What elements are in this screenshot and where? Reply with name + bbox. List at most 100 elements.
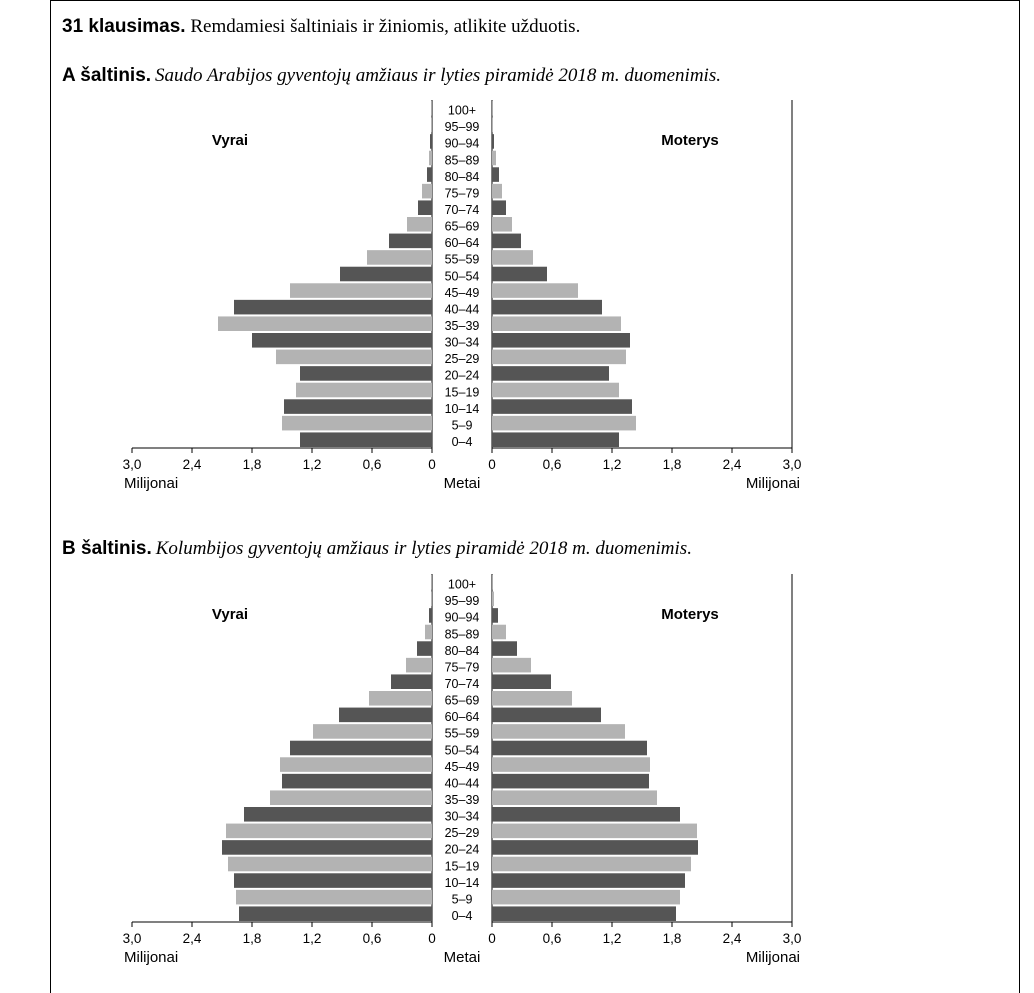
tick-label: 3,0: [783, 457, 802, 472]
age-label: 55–59: [445, 727, 480, 741]
bar-male-45–49: [290, 283, 432, 298]
bar-male-90–94: [430, 134, 432, 149]
age-label: 50–54: [445, 269, 480, 283]
age-label: 10–14: [445, 876, 480, 890]
tick-label: 1,8: [663, 457, 682, 472]
tick-label: 1,2: [603, 457, 622, 472]
tick-label: 1,2: [303, 457, 322, 472]
tick-label: 0: [488, 457, 496, 472]
age-label: 25–29: [445, 826, 480, 840]
age-label: 60–64: [445, 236, 480, 250]
bar-male-75–79: [422, 183, 432, 199]
age-label: 95–99: [445, 594, 480, 608]
bar-male-10–14: [234, 873, 432, 888]
bar-male-0–4: [239, 906, 432, 921]
tick-label: 1,8: [243, 931, 262, 946]
tick-label: 2,4: [723, 931, 742, 946]
age-label: 70–74: [445, 677, 480, 691]
bar-male-35–39: [270, 790, 432, 805]
bar-male-40–44: [234, 299, 432, 315]
bar-male-60–64: [389, 233, 432, 249]
bar-male-55–59: [367, 250, 432, 265]
bar-female-95–99: [492, 591, 494, 607]
age-label: 15–19: [445, 385, 480, 399]
bar-male-95–99: [431, 591, 432, 607]
age-label: 95–99: [445, 120, 480, 134]
bar-female-45–49: [492, 757, 650, 772]
bar-male-90–94: [429, 608, 432, 623]
bar-female-35–39: [492, 790, 657, 805]
panel-label-female: Moterys: [661, 132, 719, 149]
bar-male-30–34: [252, 333, 432, 348]
tick-label: 0,6: [543, 931, 562, 946]
bar-female-50–54: [492, 740, 647, 756]
bar-female-70–74: [492, 200, 506, 215]
bar-male-30–34: [244, 807, 432, 822]
bar-male-20–24: [222, 840, 432, 855]
tick-label: 0,6: [363, 457, 382, 472]
bar-male-10–14: [284, 399, 432, 414]
age-label: 90–94: [445, 611, 480, 625]
bar-female-10–14: [492, 873, 685, 888]
age-label: 5–9: [452, 418, 473, 432]
bar-female-0–4: [492, 906, 676, 921]
age-label: 25–29: [445, 352, 480, 366]
age-label: 20–24: [445, 843, 480, 857]
x-axis-title-left: Milijonai: [124, 475, 178, 492]
bar-female-20–24: [492, 366, 609, 381]
age-label: 30–34: [445, 810, 480, 824]
tick-label: 1,8: [243, 457, 262, 472]
bar-female-5–9: [492, 415, 636, 431]
bar-male-20–24: [300, 366, 432, 381]
bar-female-95–99: [492, 117, 493, 133]
bar-male-60–64: [339, 707, 432, 723]
bar-male-50–54: [290, 740, 432, 756]
bar-male-15–19: [296, 382, 432, 398]
bar-male-65–69: [369, 691, 432, 706]
bar-male-45–49: [280, 757, 432, 772]
tick-label: 3,0: [783, 931, 802, 946]
bar-female-60–64: [492, 233, 521, 249]
bar-male-80–84: [427, 167, 432, 182]
bar-female-100+: [492, 575, 493, 590]
tick-label: 2,4: [723, 457, 742, 472]
age-label: 80–84: [445, 644, 480, 658]
bar-female-15–19: [492, 856, 691, 872]
bar-male-95–99: [431, 117, 432, 133]
bar-female-75–79: [492, 183, 502, 199]
age-label: 100+: [448, 104, 476, 118]
bar-male-35–39: [218, 316, 432, 331]
bar-female-30–34: [492, 333, 630, 348]
bar-male-80–84: [417, 641, 432, 656]
x-axis-title-center: Metai: [444, 475, 481, 492]
bar-male-65–69: [407, 217, 432, 232]
age-label: 100+: [448, 578, 476, 592]
age-label: 65–69: [445, 220, 480, 234]
bar-female-10–14: [492, 399, 632, 414]
question-header: 31 klausimas. Remdamiesi šaltiniais ir ž…: [62, 16, 580, 38]
x-axis-title-right: Milijonai: [746, 949, 800, 966]
bar-female-55–59: [492, 250, 533, 265]
bar-male-5–9: [282, 415, 432, 431]
bar-female-65–69: [492, 691, 572, 706]
age-label: 0–4: [452, 909, 473, 923]
bar-female-15–19: [492, 382, 619, 398]
tick-label: 2,4: [183, 931, 202, 946]
age-label: 15–19: [445, 859, 480, 873]
source-b-caption: B šaltinis. Kolumbijos gyventojų amžiaus…: [62, 538, 692, 560]
bar-female-60–64: [492, 707, 601, 723]
bar-female-90–94: [492, 134, 494, 149]
age-label: 70–74: [445, 203, 480, 217]
source-a-label: A šaltinis.: [62, 65, 152, 86]
age-label: 85–89: [445, 153, 480, 167]
question-text: Remdamiesi šaltiniais ir žiniomis, atlik…: [190, 16, 581, 37]
age-label: 75–79: [445, 660, 480, 674]
bar-female-50–54: [492, 266, 547, 282]
bar-female-25–29: [492, 349, 626, 365]
age-label: 90–94: [445, 137, 480, 151]
pyramid-chart-saudi-arabia: 100+ 95–99 90–94 85–89 80–84 75–79 70–74 65–69 6…: [123, 100, 802, 492]
age-label: 75–79: [445, 186, 480, 200]
bar-male-70–74: [391, 674, 432, 689]
bar-male-75–79: [406, 657, 432, 673]
panel-label-male: Vyrai: [212, 606, 248, 623]
